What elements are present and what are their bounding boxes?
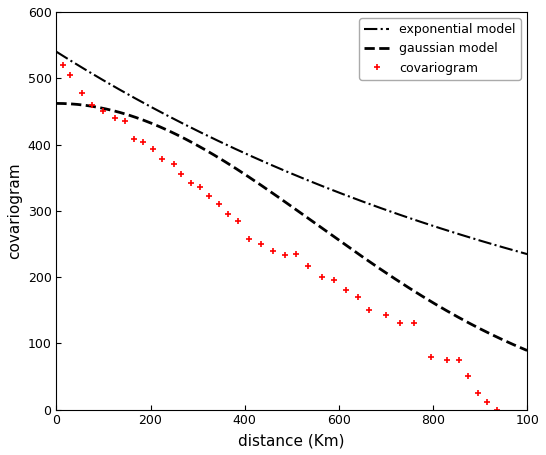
covariogram xyxy=(187,180,194,186)
covariogram xyxy=(234,218,241,223)
Line: exponential model: exponential model xyxy=(56,52,527,254)
covariogram xyxy=(354,294,361,300)
covariogram xyxy=(121,119,128,124)
covariogram xyxy=(455,357,462,363)
covariogram xyxy=(225,212,232,217)
X-axis label: distance (Km): distance (Km) xyxy=(239,433,345,448)
gaussian model xyxy=(53,101,60,106)
Line: covariogram: covariogram xyxy=(60,61,500,413)
gaussian model xyxy=(510,342,517,347)
covariogram xyxy=(159,157,165,162)
covariogram xyxy=(130,136,137,142)
covariogram xyxy=(216,202,222,207)
covariogram xyxy=(270,248,276,253)
covariogram xyxy=(112,115,118,121)
covariogram xyxy=(79,91,86,96)
covariogram xyxy=(60,62,67,68)
covariogram xyxy=(411,321,417,326)
gaussian model xyxy=(424,296,430,302)
covariogram xyxy=(383,312,389,318)
Legend: exponential model, gaussian model, covariogram: exponential model, gaussian model, covar… xyxy=(359,18,521,80)
covariogram xyxy=(331,278,337,283)
Line: gaussian model: gaussian model xyxy=(56,103,527,350)
covariogram xyxy=(444,357,450,363)
gaussian model xyxy=(282,199,288,205)
covariogram xyxy=(140,139,147,145)
gaussian model xyxy=(77,102,84,107)
covariogram xyxy=(100,109,106,114)
covariogram xyxy=(197,184,203,190)
covariogram xyxy=(484,399,490,404)
covariogram xyxy=(206,193,212,199)
exponential model xyxy=(77,64,84,69)
exponential model xyxy=(53,49,60,55)
covariogram xyxy=(428,354,434,359)
gaussian model xyxy=(510,342,517,347)
covariogram xyxy=(246,236,253,241)
covariogram xyxy=(319,274,325,280)
covariogram xyxy=(397,321,403,326)
covariogram xyxy=(178,172,185,177)
covariogram xyxy=(258,241,264,247)
exponential model xyxy=(424,221,430,227)
covariogram xyxy=(366,308,373,313)
covariogram xyxy=(293,251,300,257)
covariogram xyxy=(465,374,472,379)
covariogram xyxy=(493,407,500,412)
Y-axis label: covariogram: covariogram xyxy=(7,162,22,259)
exponential model xyxy=(270,163,276,168)
exponential model xyxy=(510,248,517,253)
covariogram xyxy=(305,263,311,268)
covariogram xyxy=(281,253,288,258)
exponential model xyxy=(524,251,530,257)
covariogram xyxy=(150,147,156,152)
covariogram xyxy=(474,390,481,396)
gaussian model xyxy=(524,348,530,353)
covariogram xyxy=(342,288,349,293)
exponential model xyxy=(510,248,517,253)
covariogram xyxy=(171,162,177,167)
covariogram xyxy=(88,102,95,107)
exponential model xyxy=(282,168,288,174)
gaussian model xyxy=(270,191,276,196)
covariogram xyxy=(67,72,74,78)
